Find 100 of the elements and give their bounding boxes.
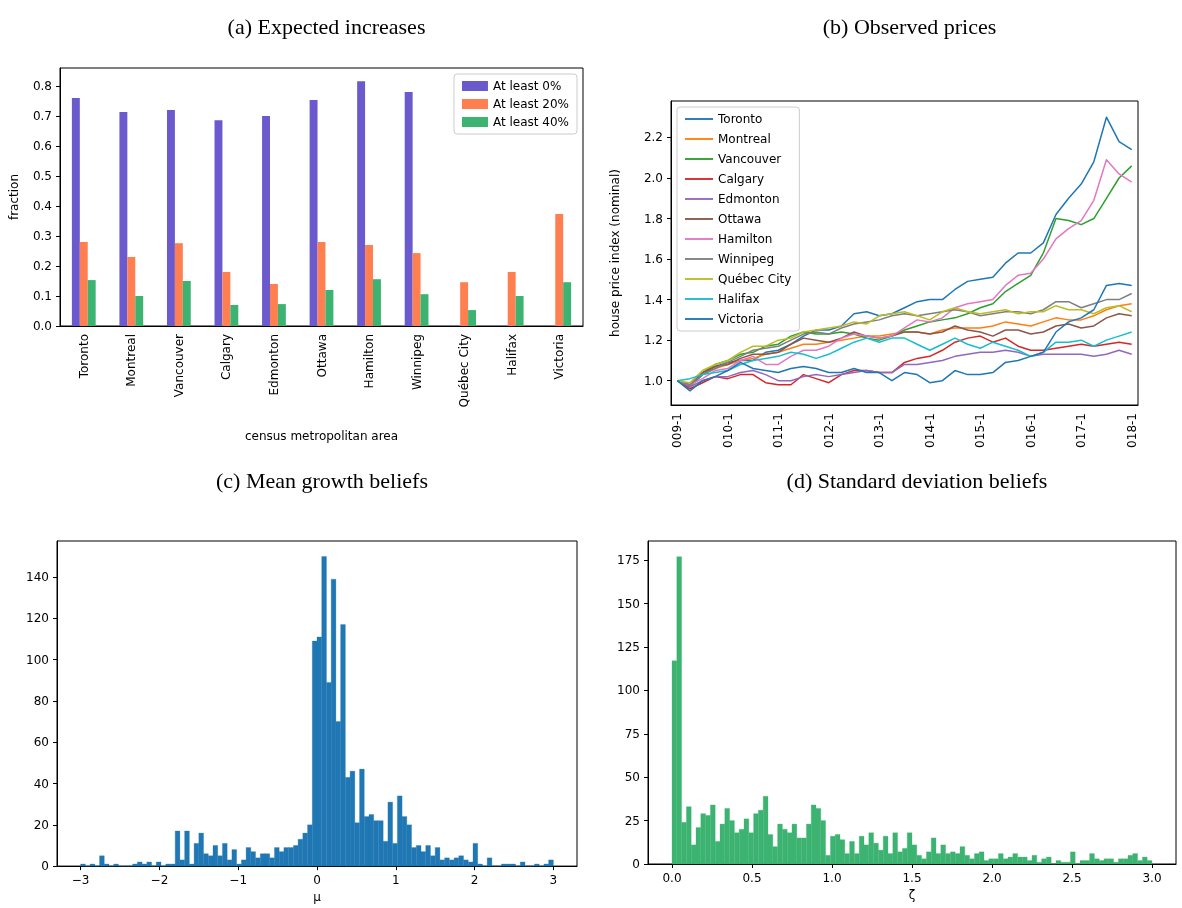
bar — [468, 310, 477, 326]
y-tick-label: 1.2 — [643, 333, 663, 348]
y-tick-label: 0.7 — [32, 109, 52, 123]
y-tick-label: 0.0 — [32, 319, 52, 333]
x-tick-label: Hamilton — [362, 334, 377, 389]
bar — [71, 98, 80, 326]
legend-label: Calgary — [718, 172, 765, 186]
y-tick-label: 1.8 — [643, 211, 663, 226]
y-tick-label: 20 — [33, 817, 49, 832]
legend-label: At least 20% — [492, 97, 569, 111]
y-tick-label: 50 — [624, 770, 640, 785]
chart-title: (d) Standard deviation beliefs — [786, 467, 1048, 493]
bar — [182, 281, 191, 326]
x-tick-label: Halifax — [504, 334, 519, 376]
bar — [135, 296, 144, 326]
legend-label: Halifax — [718, 292, 760, 306]
y-tick-label: 25 — [624, 813, 640, 828]
x-tick-label: 009-1 — [670, 413, 685, 448]
x-tick-label: 011-1 — [771, 413, 786, 448]
legend-label: Hamilton — [718, 232, 773, 246]
x-tick-label: 018-1 — [1124, 413, 1139, 448]
y-tick-label: 140 — [26, 570, 49, 585]
y-tick-label: 150 — [617, 596, 640, 611]
bar — [515, 296, 524, 326]
y-tick-label: 100 — [26, 652, 49, 667]
x-tick-label: 010-1 — [720, 413, 735, 448]
y-tick-label: 60 — [33, 735, 49, 750]
legend-label: Toronto — [717, 112, 763, 126]
y-tick-label: 175 — [617, 553, 640, 568]
bar — [404, 92, 413, 326]
y-tick-label: 125 — [617, 639, 640, 654]
x-tick-label: Montreal — [124, 334, 139, 387]
x-tick-label: 013-1 — [872, 413, 887, 448]
legend-label: Québec City — [718, 272, 792, 286]
x-tick-label: 2.0 — [982, 871, 1002, 885]
y-tick-label: 0.2 — [32, 259, 52, 273]
x-tick-label: −1 — [229, 873, 248, 888]
x-tick-label: Victoria — [552, 334, 567, 380]
x-tick-label: 2 — [470, 873, 479, 888]
y-tick-label: 120 — [26, 611, 49, 626]
x-tick-label: 016-1 — [1023, 413, 1038, 448]
x-tick-label: −3 — [71, 873, 90, 888]
y-tick-label: 0.8 — [32, 79, 52, 93]
legend-label: Edmonton — [718, 192, 780, 206]
bar — [555, 214, 564, 326]
x-tick-label: 1 — [391, 873, 400, 888]
legend-label: Victoria — [718, 312, 764, 326]
x-tick-label: 014-1 — [922, 413, 937, 448]
x-tick-label: 012-1 — [821, 413, 836, 448]
y-tick-label: 1.6 — [643, 252, 663, 267]
bar — [365, 245, 374, 326]
bar — [507, 272, 516, 326]
bar — [230, 305, 239, 326]
y-tick-label: 1.4 — [643, 292, 663, 307]
legend-label: Winnipeg — [718, 252, 775, 266]
x-tick-label: Ottawa — [314, 334, 329, 378]
legend-label: At least 40% — [492, 115, 569, 129]
y-axis-title: house price index (nominal) — [608, 169, 622, 337]
x-tick-label: 1.0 — [822, 871, 842, 885]
y-tick-label: 40 — [33, 776, 49, 791]
y-tick-label: 0.3 — [32, 229, 52, 243]
x-axis-title: ζ — [908, 887, 916, 902]
bar — [412, 253, 421, 326]
y-tick-label: 2.0 — [643, 171, 663, 186]
x-tick-label: 0.5 — [742, 871, 762, 885]
bar — [222, 272, 231, 326]
chart-title: (b) Observed prices — [822, 13, 997, 39]
y-tick-label: 0.4 — [32, 199, 52, 213]
chart-title: (c) Mean growth beliefs — [216, 467, 428, 493]
y-axis-title: fraction — [7, 173, 21, 221]
x-tick-label: 0 — [313, 873, 321, 888]
x-tick-label: Winnipeg — [409, 334, 424, 391]
y-tick-label: 0 — [632, 857, 640, 871]
y-tick-label: 75 — [624, 726, 640, 741]
bar — [357, 81, 366, 326]
x-tick-label: Edmonton — [266, 334, 281, 396]
y-tick-label: 2.2 — [643, 130, 663, 145]
y-tick-label: 100 — [617, 683, 640, 698]
legend-label: Vancouver — [718, 152, 782, 166]
bar — [373, 279, 381, 326]
x-tick-label: Vancouver — [171, 333, 186, 398]
bar — [325, 290, 334, 326]
x-tick-label: −2 — [150, 873, 169, 888]
x-tick-label: Québec City — [457, 334, 472, 408]
y-tick-label: 0.1 — [32, 289, 52, 303]
bar — [277, 304, 286, 326]
bar — [119, 112, 128, 326]
bar — [166, 110, 175, 326]
x-tick-label: 3.0 — [1142, 871, 1162, 885]
bar — [309, 100, 318, 326]
legend-label: Ottawa — [718, 212, 762, 226]
bar — [174, 243, 183, 326]
x-tick-label: Toronto — [76, 334, 91, 380]
x-axis-title: μ — [313, 890, 322, 904]
x-axis-title: census metropolitan area — [244, 429, 399, 443]
x-tick-label: Calgary — [219, 334, 234, 381]
bar — [460, 282, 469, 326]
x-tick-label: 3 — [549, 873, 558, 888]
x-tick-label: 017-1 — [1074, 413, 1089, 448]
bar — [87, 280, 96, 326]
